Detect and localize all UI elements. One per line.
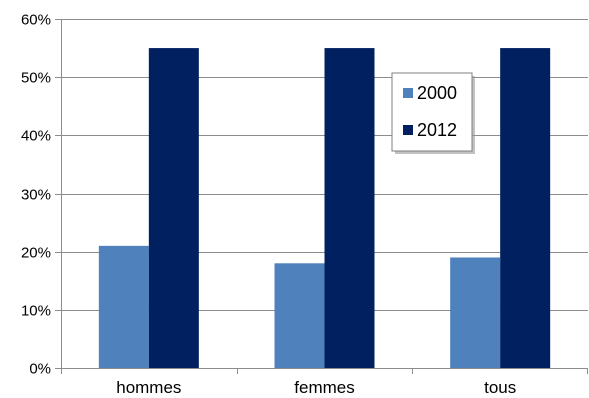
y-tick-label: 20% [21, 245, 51, 262]
legend: 2000 2012 [391, 72, 475, 154]
x-tick-label: femmes [294, 378, 354, 397]
y-tick-label: 60% [21, 12, 51, 29]
bar-2000-hommes [98, 245, 149, 368]
y-tick-label: 30% [21, 187, 51, 204]
y-tick-label: 0% [29, 361, 51, 378]
bar-2012-hommes [148, 48, 199, 368]
y-tick-label: 50% [21, 70, 51, 87]
bars [98, 48, 551, 368]
y-tick-label: 10% [21, 303, 51, 320]
legend-swatch-2000 [403, 88, 413, 98]
axes [61, 19, 588, 374]
x-tick-label: hommes [116, 378, 181, 397]
y-axis-ticks: 0% 10% 20% 30% 40% 50% 60% [21, 12, 61, 378]
legend-label: 2000 [417, 83, 457, 103]
bar-2000-femmes [274, 263, 325, 368]
bar-2012-tous [500, 48, 551, 368]
bar-2012-femmes [324, 48, 375, 368]
y-tick-label: 40% [21, 128, 51, 145]
x-tick-label: tous [484, 378, 516, 397]
legend-box [391, 72, 473, 152]
legend-swatch-2012 [403, 125, 413, 135]
bar-2000-tous [450, 257, 501, 368]
x-axis-labels: hommes femmes tous [116, 378, 516, 397]
legend-label: 2012 [417, 120, 457, 140]
